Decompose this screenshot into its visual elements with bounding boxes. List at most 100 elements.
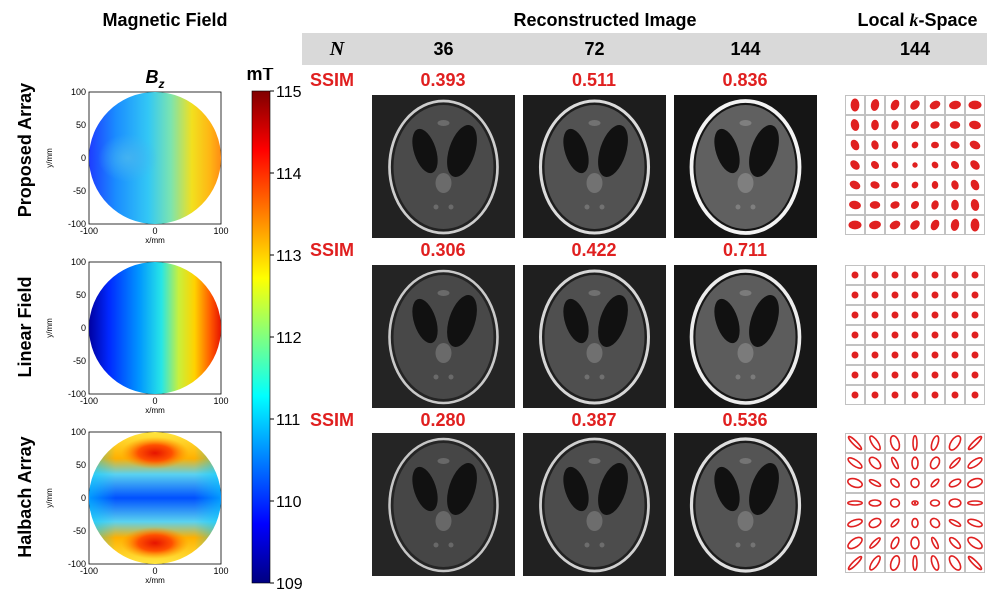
kspace-psf xyxy=(931,200,939,210)
kspace-psf xyxy=(850,139,860,151)
y-tick-label: 100 xyxy=(71,427,86,437)
kspace-psf xyxy=(910,536,920,550)
kspace-cell xyxy=(905,453,925,473)
kspace-psf xyxy=(869,555,881,571)
kspace-cell xyxy=(905,473,925,493)
kspace-psf xyxy=(891,271,899,279)
kspace-cell xyxy=(965,493,985,513)
reconstructed-image xyxy=(372,95,515,238)
kspace-psf xyxy=(847,477,863,489)
x-tick-label: 100 xyxy=(213,396,228,406)
kspace-psf xyxy=(930,478,940,488)
n-value-72: 72 xyxy=(584,39,605,59)
reconstructed-image xyxy=(674,95,817,238)
kspace-psf xyxy=(890,201,900,209)
kspace-psf xyxy=(912,162,918,168)
kspace-psf xyxy=(911,181,919,189)
kspace-psf xyxy=(868,478,882,488)
kspace-psf xyxy=(869,435,881,451)
kspace-psf xyxy=(911,391,919,399)
kspace-psf xyxy=(869,201,881,209)
kspace-psf xyxy=(951,351,959,359)
ssim-halbach-72: 0.387 xyxy=(571,410,617,430)
n-label: N xyxy=(329,38,345,60)
ssim-proposed-72: 0.511 xyxy=(571,70,617,90)
kspace-psf xyxy=(891,391,899,399)
kspace-psf xyxy=(931,181,939,189)
kspace-psf xyxy=(911,311,919,319)
kspace-psf xyxy=(891,371,899,379)
kspace-psf xyxy=(971,371,979,379)
kspace-psf xyxy=(890,99,900,111)
x-axis-label: x/mm xyxy=(145,576,165,585)
colorbar-tick-label: 115 xyxy=(276,84,302,101)
kspace-cell xyxy=(845,513,865,533)
kspace-psf xyxy=(848,220,862,230)
kspace-psf xyxy=(891,161,899,169)
kspace-psf xyxy=(870,181,880,189)
ssim-linear-72: 0.422 xyxy=(571,240,617,260)
kspace-cell xyxy=(965,433,985,453)
kspace-cell xyxy=(945,553,965,573)
kspace-psf xyxy=(971,391,979,399)
kspace-psf xyxy=(868,499,882,507)
kspace-psf xyxy=(850,119,860,131)
kspace-psf xyxy=(931,141,939,149)
kspace-cell xyxy=(845,453,865,473)
kspace-psf xyxy=(851,271,859,279)
field-plot-linear xyxy=(88,261,222,395)
local-kspace-k: k xyxy=(909,10,919,30)
kspace-psf xyxy=(971,311,979,319)
kspace-psf xyxy=(890,478,900,488)
kspace-psf xyxy=(930,555,940,571)
x-tick-label: 100 xyxy=(213,226,228,236)
kspace-psf xyxy=(849,200,861,210)
kspace-psf xyxy=(847,555,863,571)
kspace-cell xyxy=(865,433,885,453)
colorbar-tick-label: 110 xyxy=(276,494,302,511)
kspace-psf xyxy=(911,351,919,359)
reconstructed-image xyxy=(523,433,666,576)
kspace-cell xyxy=(885,533,905,553)
kspace-psf xyxy=(911,141,919,149)
colorbar-tick-label: 111 xyxy=(276,412,300,429)
x-axis-label: x/mm xyxy=(145,406,165,415)
kspace-psf xyxy=(889,220,901,230)
kspace-cell xyxy=(845,433,865,453)
kspace-psf xyxy=(930,435,940,451)
kspace-psf xyxy=(871,119,879,131)
y-tick-label: 50 xyxy=(76,460,86,470)
y-tick-label: -100 xyxy=(68,389,86,399)
field-title: Bz xyxy=(146,67,165,91)
kspace-psf xyxy=(871,391,879,399)
y-tick-label: -50 xyxy=(73,356,86,366)
kspace-psf xyxy=(951,199,959,211)
kspace-cell xyxy=(965,513,985,533)
kspace-psf xyxy=(948,478,962,488)
kspace-cell xyxy=(925,533,945,553)
kspace-cell xyxy=(905,513,925,533)
kspace-cell xyxy=(845,493,865,513)
ssim-halbach-36: 0.280 xyxy=(420,410,466,430)
kspace-psf xyxy=(847,500,863,506)
kspace-psf xyxy=(890,518,900,528)
kspace-cell xyxy=(945,473,965,493)
ssim-proposed-144: 0.836 xyxy=(722,70,768,90)
kspace-cell xyxy=(865,513,885,533)
kspace-psf xyxy=(971,331,979,339)
kspace-psf xyxy=(969,140,981,150)
kspace-cell xyxy=(905,553,925,573)
local-kspace-header: Local k-Space xyxy=(835,10,1000,31)
kspace-cell xyxy=(865,553,885,573)
y-tick-label: 0 xyxy=(81,153,86,163)
kspace-cell xyxy=(905,533,925,553)
kspace-cell xyxy=(865,533,885,553)
kspace-cell xyxy=(865,493,885,513)
kspace-psf xyxy=(910,120,920,130)
kspace-psf xyxy=(967,500,984,506)
kspace-psf xyxy=(871,331,879,339)
y-tick-label: -100 xyxy=(68,219,86,229)
kspace-cell xyxy=(925,473,945,493)
local-kspace-suffix: -Space xyxy=(918,10,978,30)
kspace-psf xyxy=(889,435,901,451)
